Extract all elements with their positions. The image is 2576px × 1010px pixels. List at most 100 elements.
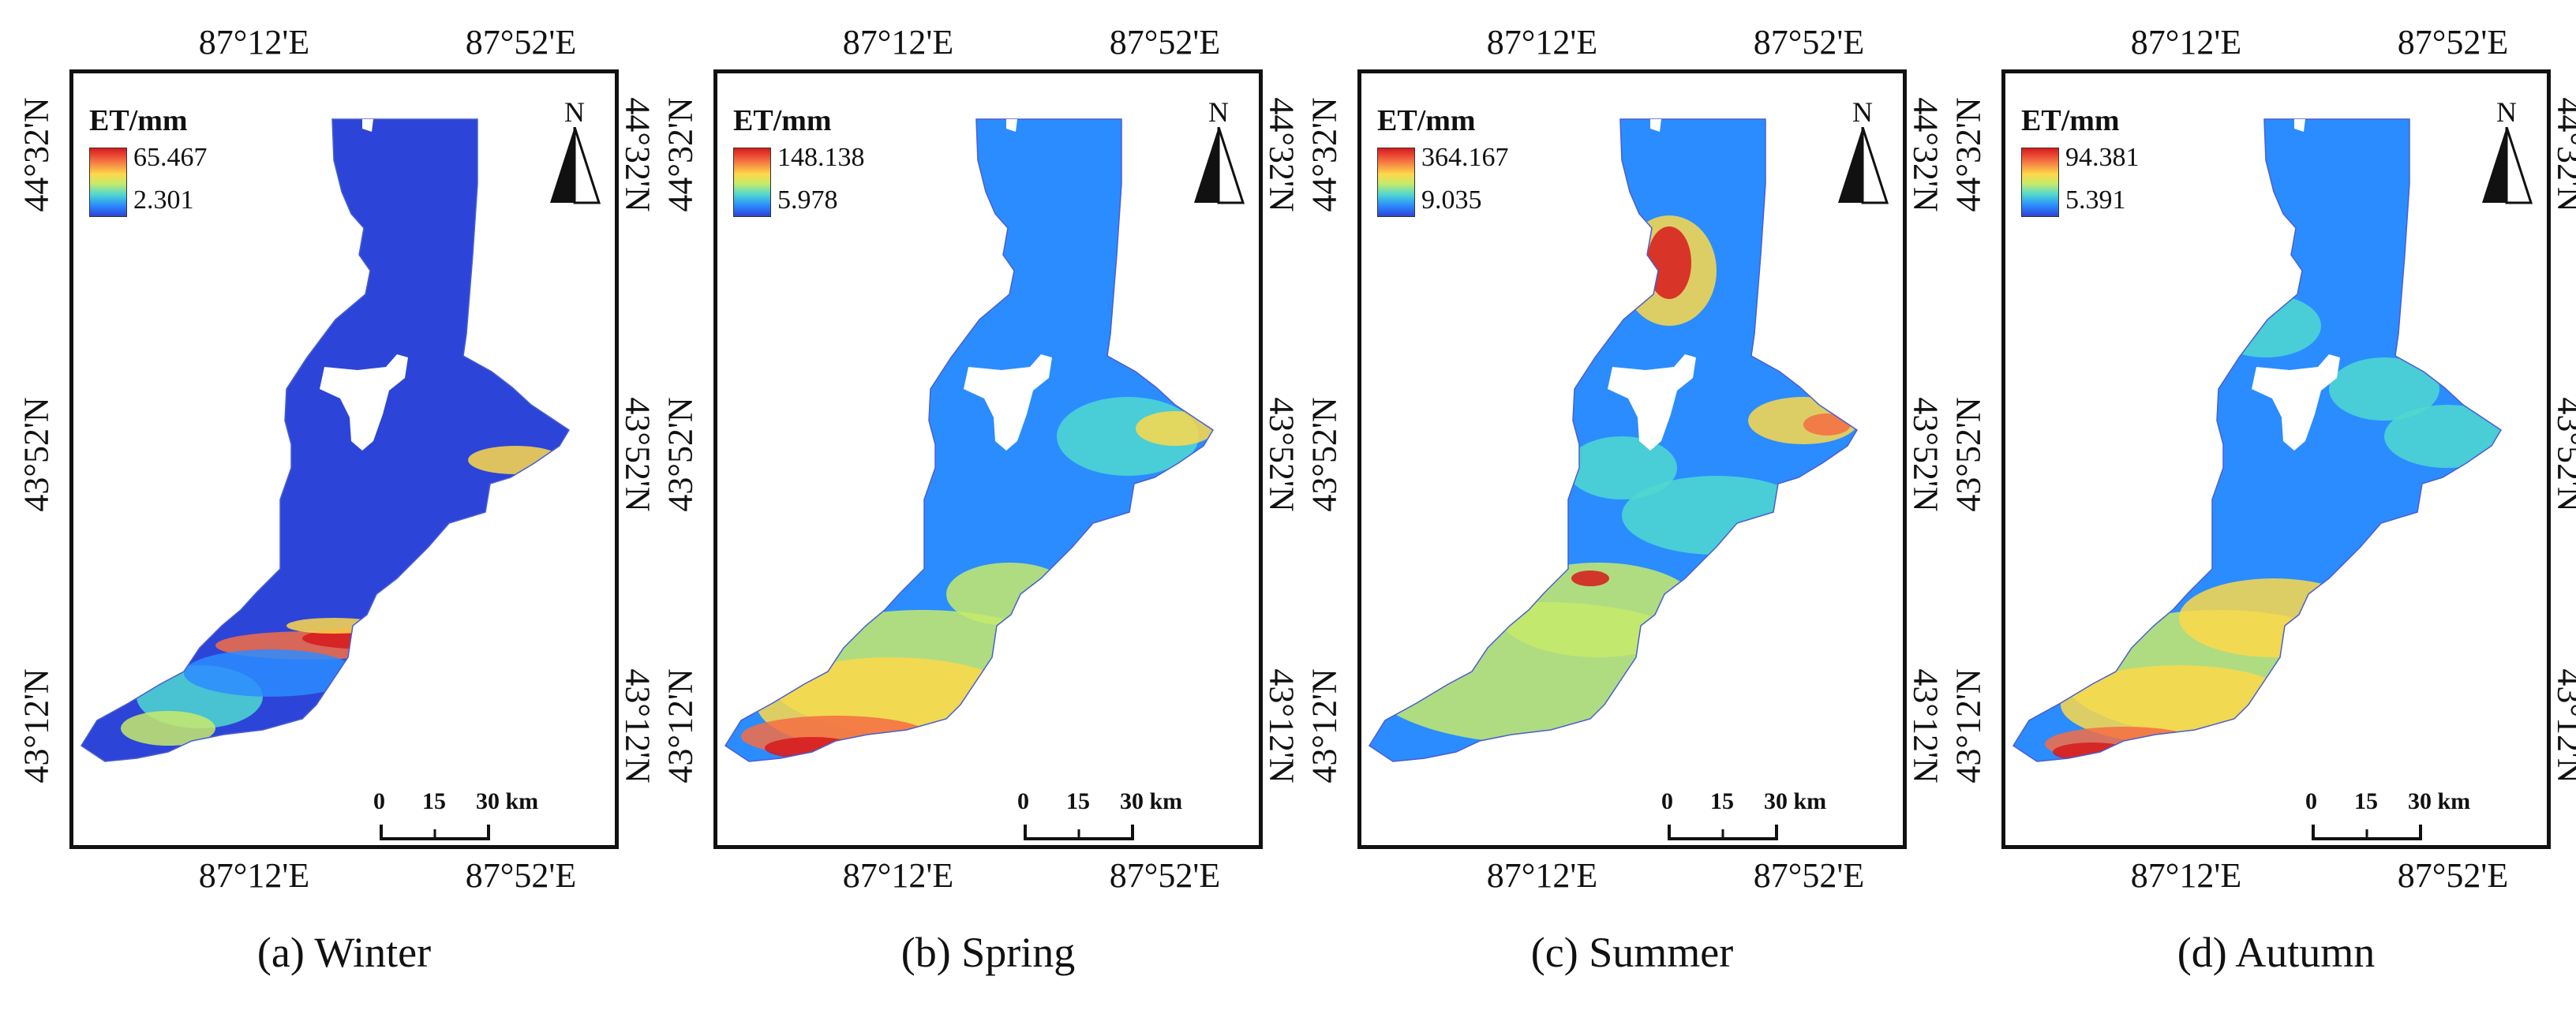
legend-min-value: 2.301	[133, 185, 194, 215]
right-latitude-label-2: 43°52'N	[2550, 397, 2576, 512]
scale-bar-line	[2312, 825, 2422, 840]
top-longitude-label-2: 87°52'E	[2397, 23, 2509, 62]
legend-color-ramp	[89, 148, 127, 217]
et-hotspot-6	[1136, 411, 1213, 446]
reservoir-nodata-area	[1608, 354, 1696, 451]
north-arrow: N	[547, 95, 602, 214]
top-longitude-label-2: 87°52'E	[465, 23, 577, 62]
et-hotspot-4	[2179, 578, 2368, 657]
map-panel-autumn: 87°12'E 87°52'E 87°12'E 87°52'E 44°32'N …	[1932, 0, 2576, 1010]
north-arrow-icon	[1838, 127, 1889, 204]
left-latitude-label-2: 43°52'N	[1305, 397, 1344, 512]
legend-title: ET/mm	[2021, 104, 2120, 137]
reservoir-nodata-area	[2252, 354, 2340, 451]
left-latitude-label-1: 44°32'N	[661, 97, 700, 212]
panel-caption: (c) Summer	[1530, 929, 1734, 976]
map-panel-winter: 87°12'E 87°52'E 87°12'E 87°52'E 44°32'N …	[0, 0, 657, 1010]
nodata-patch-north	[362, 119, 373, 132]
panel-caption: (b) Spring	[900, 929, 1076, 976]
bottom-longitude-label-2: 87°52'E	[1109, 856, 1221, 895]
map-frame: ET/mm 364.167 9.035 N 0 15 30 km	[1357, 69, 1907, 849]
scale-bar: 0 15 30 km	[2305, 788, 2510, 845]
left-latitude-label-3: 43°12'N	[1305, 668, 1344, 784]
et-hotspot-6	[2329, 357, 2439, 421]
scale-bar-line	[380, 825, 490, 840]
legend-title: ET/mm	[1377, 104, 1476, 137]
et-hotspot-7	[1571, 570, 1609, 586]
map-panel-spring: 87°12'E 87°52'E 87°12'E 87°52'E 44°32'N …	[644, 0, 1301, 1010]
panel-caption: (a) Winter	[256, 929, 432, 976]
et-hotspot-6	[1803, 413, 1851, 436]
scale-tick-label-30: 30 km	[2408, 788, 2471, 814]
legend-min-value: 5.978	[777, 185, 838, 215]
et-raster-map	[1368, 118, 1859, 762]
legend-title: ET/mm	[733, 104, 832, 137]
left-latitude-label-1: 44°32'N	[1949, 97, 1988, 212]
legend-min-value: 9.035	[1421, 185, 1482, 215]
bottom-longitude-label-1: 87°12'E	[2130, 856, 2242, 895]
top-longitude-label-1: 87°12'E	[842, 23, 954, 62]
scale-tick-label-15: 15	[1066, 788, 1090, 814]
bottom-longitude-label-1: 87°12'E	[1486, 856, 1598, 895]
legend-max-value: 148.138	[777, 143, 865, 172]
et-hotspot-2	[468, 446, 563, 474]
north-arrow-label: N	[1852, 96, 1873, 128]
north-arrow-label: N	[564, 96, 585, 128]
map-frame: ET/mm 148.138 5.978 N 0 15 30 km	[713, 69, 1263, 849]
legend-color-ramp	[2021, 148, 2059, 217]
legend-max-value: 364.167	[1421, 143, 1509, 172]
right-latitude-label-3: 43°12'N	[2550, 668, 2576, 784]
scale-bar-line	[1668, 825, 1778, 840]
north-arrow-icon	[550, 127, 601, 204]
legend-title: ET/mm	[89, 104, 188, 137]
et-hotspot-4	[121, 711, 215, 746]
left-latitude-label-3: 43°12'N	[661, 668, 700, 784]
legend-color-ramp	[733, 148, 771, 217]
scale-bar: 0 15 30 km	[1661, 788, 1866, 845]
et-hotspot-7	[2211, 294, 2321, 357]
top-longitude-label-1: 87°12'E	[1486, 23, 1598, 62]
et-hotspot-6	[286, 618, 381, 634]
et-hotspot-5	[2384, 405, 2501, 468]
scale-bar: 0 15 30 km	[373, 788, 578, 845]
map-panel-summer: 87°12'E 87°52'E 87°12'E 87°52'E 44°32'N …	[1288, 0, 1945, 1010]
bottom-longitude-label-2: 87°52'E	[465, 856, 577, 895]
top-longitude-label-2: 87°52'E	[1753, 23, 1865, 62]
reservoir-nodata-area	[320, 354, 408, 451]
scale-tick-label-0: 0	[1661, 788, 1673, 814]
et-hotspot-4	[1647, 226, 1691, 299]
scale-tick-label-0: 0	[2305, 788, 2317, 814]
bottom-longitude-label-1: 87°12'E	[198, 856, 310, 895]
scale-tick-label-0: 0	[373, 788, 385, 814]
left-latitude-label-3: 43°12'N	[1949, 668, 1988, 784]
bottom-longitude-label-1: 87°12'E	[842, 856, 954, 895]
et-raster-map	[2012, 118, 2503, 762]
right-latitude-label-1: 44°32'N	[2550, 97, 2576, 212]
scale-tick-label-15: 15	[1710, 788, 1734, 814]
left-latitude-label-2: 43°52'N	[661, 397, 700, 512]
basin-outline	[2012, 118, 2503, 762]
scale-tick-label-15: 15	[2354, 788, 2378, 814]
scale-bar-line	[1024, 825, 1134, 840]
north-arrow-label: N	[2496, 96, 2517, 128]
left-latitude-label-3: 43°12'N	[17, 668, 56, 784]
left-latitude-label-1: 44°32'N	[17, 97, 56, 212]
et-hotspot-5	[184, 649, 358, 697]
north-arrow: N	[2479, 95, 2534, 214]
legend-min-value: 5.391	[2065, 185, 2126, 215]
scale-tick-label-30: 30 km	[476, 788, 539, 814]
basin-outline	[724, 118, 1215, 762]
et-hotspot-8	[1567, 436, 1677, 499]
bottom-longitude-label-2: 87°52'E	[1753, 856, 1865, 895]
et-raster-map	[80, 118, 571, 762]
nodata-patch-north	[2294, 119, 2305, 132]
map-frame: ET/mm 65.467 2.301 N 0 15 30 km	[69, 69, 619, 849]
scale-bar: 0 15 30 km	[1017, 788, 1222, 845]
left-latitude-label-2: 43°52'N	[1949, 397, 1988, 512]
et-hotspot-3	[765, 737, 859, 759]
left-latitude-label-1: 44°32'N	[1305, 97, 1344, 212]
top-longitude-label-1: 87°12'E	[2130, 23, 2242, 62]
north-arrow-icon	[2482, 127, 2533, 204]
north-arrow-label: N	[1208, 96, 1229, 128]
